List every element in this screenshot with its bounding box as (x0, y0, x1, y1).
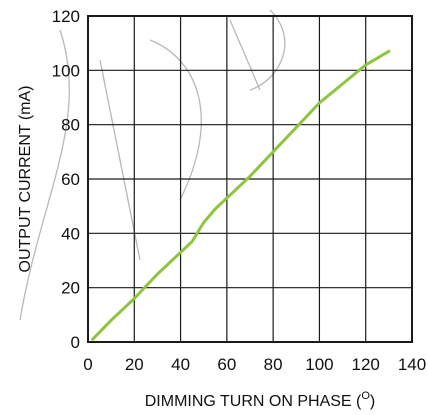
y-tick-label: 40 (61, 224, 80, 243)
x-tick-label: 100 (305, 355, 333, 374)
y-tick-label: 120 (52, 7, 80, 26)
x-tick-label: 120 (352, 355, 380, 374)
grid (88, 16, 412, 342)
watermark (19, 9, 286, 321)
x-tick-label: 60 (217, 355, 236, 374)
y-axis-title: OUTPUT CURRENT (mA) (17, 86, 34, 273)
x-tick-label: 140 (398, 355, 426, 374)
y-tick-label: 80 (61, 116, 80, 135)
x-tick-label: 0 (83, 355, 92, 374)
x-tick-labels: 0 20 40 60 80 100 120 140 (83, 355, 426, 374)
x-axis-title-superscript: O (361, 390, 370, 402)
y-tick-label: 20 (61, 279, 80, 298)
x-axis-title: DIMMING TURN ON PHASE (O) (145, 390, 376, 410)
x-tick-label: 40 (171, 355, 190, 374)
x-tick-label: 80 (264, 355, 283, 374)
y-tick-label: 0 (71, 333, 80, 352)
x-tick-label: 20 (125, 355, 144, 374)
plot-frame (87, 15, 413, 343)
series-layer (91, 49, 391, 341)
y-tick-label: 100 (52, 61, 80, 80)
y-tick-labels: 0 20 40 60 80 100 120 (52, 7, 80, 352)
y-tick-label: 60 (61, 170, 80, 189)
series-line-0 (91, 49, 391, 341)
